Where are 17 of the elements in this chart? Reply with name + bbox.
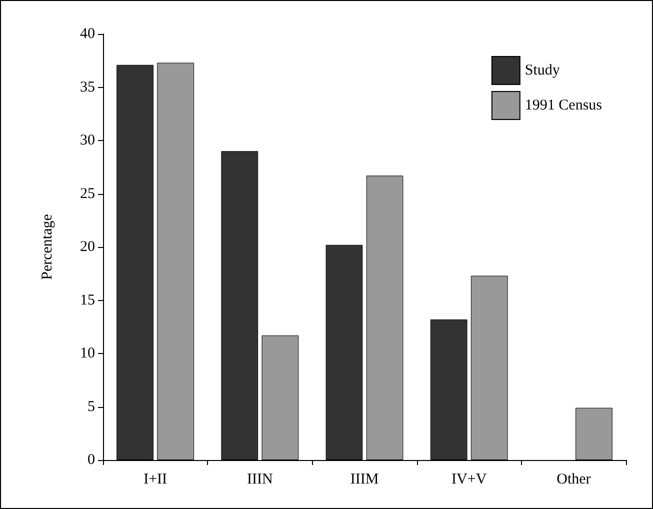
- y-tick-label: 0: [88, 452, 95, 468]
- x-tick-label: IV+V: [452, 472, 487, 488]
- y-tick-label: 10: [80, 346, 95, 362]
- y-tick-label: 40: [80, 26, 95, 42]
- legend-label: 1991 Census: [524, 98, 602, 114]
- y-axis-title: Percentage: [40, 214, 56, 280]
- x-tick-label: IIIM: [350, 472, 379, 488]
- y-tick-label: 20: [80, 239, 95, 255]
- legend-label: Study: [524, 62, 560, 78]
- x-tick-label: I+II: [144, 472, 168, 488]
- y-tick-label: 25: [80, 186, 95, 202]
- y-tick-label: 15: [80, 292, 95, 308]
- x-tick-label: IIIN: [246, 472, 273, 488]
- y-tick-label: 5: [88, 398, 95, 415]
- y-tick-label: 30: [80, 132, 95, 148]
- x-tick-label: Other: [556, 472, 591, 488]
- y-tick-label: 35: [80, 79, 95, 96]
